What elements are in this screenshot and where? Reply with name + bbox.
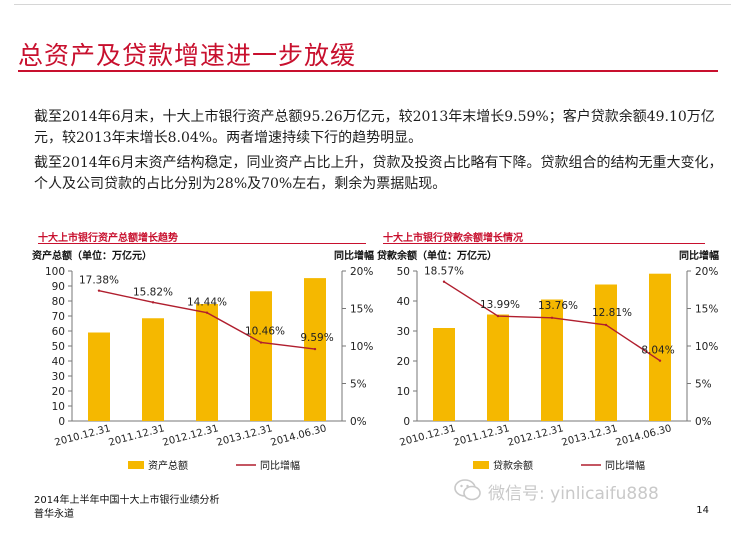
footer-company: 普华永道 — [34, 509, 74, 520]
chart-2-title-rule — [383, 243, 705, 244]
summary-paragraph-2: 截至2014年6月末资产结构稳定，同业资产占比上升，贷款及投资占比略有下降。贷款… — [34, 155, 723, 192]
chart-1-title-rule — [38, 243, 366, 244]
growth-point — [259, 341, 263, 344]
y2-tick-label: 5% — [695, 379, 712, 391]
growth-data-label: 18.57% — [424, 266, 464, 278]
y-tick-label: 40 — [397, 296, 410, 308]
page-number: 14 — [696, 505, 709, 516]
y2-tick-label: 5% — [350, 379, 367, 391]
legend-bar-label: 贷款余额 — [493, 459, 533, 472]
y2-tick-label: 0% — [695, 416, 712, 428]
growth-data-label: 13.99% — [480, 299, 520, 311]
y2-tick-label: 10% — [695, 341, 718, 353]
growth-data-label: 15.82% — [133, 286, 173, 298]
growth-point — [205, 311, 209, 314]
bar-2014.06.30 — [649, 273, 671, 421]
y-tick-label: 90 — [52, 281, 65, 293]
legend-line-label: 同比增幅 — [605, 459, 645, 472]
y2-tick-label: 20% — [350, 266, 373, 278]
legend-bar-label: 资产总额 — [148, 459, 188, 472]
growth-data-label: 13.76% — [538, 300, 578, 312]
y-tick-label: 70 — [52, 311, 65, 323]
slide-title: 总资产及贷款增速进一步放缓 — [18, 41, 357, 70]
y2-axis-title: 同比增幅 — [334, 249, 374, 262]
chart-1-title: 十大上市银行资产总额增长趋势 — [38, 233, 178, 244]
growth-point — [97, 289, 101, 292]
y-axis-title: 资产总额（单位：万亿元） — [32, 249, 152, 262]
summary-paragraph-1: 截至2014年6月末，十大上市银行资产总额95.26万亿元，较2013年末增长9… — [34, 109, 715, 146]
y-tick-label: 80 — [52, 296, 65, 308]
chart-1-asset-total: 资产总额（单位：万亿元） 同比增幅 0 10 20 30 40 50 60 70 80 90 100 0%… — [32, 249, 374, 472]
growth-data-label: 14.44% — [187, 297, 227, 309]
y-tick-label: 40 — [52, 356, 65, 368]
x-tick-label: 2014.06.30 — [270, 423, 328, 448]
growth-data-label: 9.59% — [300, 332, 333, 344]
x-tick-label: 2012.12.31 — [507, 423, 565, 448]
legend-bar-swatch — [128, 461, 144, 469]
y-tick-label: 50 — [397, 266, 410, 278]
growth-point — [604, 323, 608, 327]
top-divider — [14, 4, 731, 5]
growth-data-label: 8.04% — [641, 345, 674, 357]
y-tick-label: 20 — [397, 356, 410, 368]
growth-data-label: 12.81% — [592, 307, 632, 319]
x-tick-label: 2013.12.31 — [561, 423, 619, 448]
y2-tick-label: 15% — [350, 304, 373, 316]
y-axis-title: 贷款余额（单位：万亿元） — [376, 249, 497, 262]
x-tick-label: 2014.06.30 — [615, 423, 673, 448]
x-tick-label: 2013.12.31 — [216, 423, 274, 448]
bar-2010.12.31 — [433, 328, 455, 421]
y-tick-label: 30 — [397, 326, 410, 338]
bar-2013.12.31 — [250, 291, 272, 421]
y-tick-label: 0 — [58, 416, 65, 428]
growth-point — [313, 347, 317, 351]
title-underline — [18, 70, 718, 72]
watermark-text: 微信号: yinlicaifu888 — [488, 484, 659, 504]
y2-axis-title: 同比增幅 — [679, 249, 719, 262]
bar-2012.12.31 — [541, 299, 563, 421]
x-tick-label: 2011.12.31 — [453, 423, 511, 448]
growth-point — [658, 359, 662, 362]
bar-2012.12.31 — [196, 304, 218, 421]
y-tick-label: 0 — [403, 416, 410, 428]
y2-tick-label: 10% — [350, 341, 373, 353]
y-tick-label: 10 — [52, 401, 65, 413]
x-tick-label: 2012.12.31 — [162, 423, 220, 448]
footer-report-title: 2014年上半年中国十大上市银行业绩分析 — [34, 495, 220, 506]
y-tick-label: 60 — [52, 326, 65, 338]
y2-tick-label: 15% — [695, 304, 718, 316]
bar-2010.12.31 — [88, 332, 110, 421]
legend-line-label: 同比增幅 — [260, 459, 300, 472]
growth-data-label: 10.46% — [245, 326, 285, 338]
bar-2011.12.31 — [487, 314, 509, 421]
chart-2-title: 十大上市银行贷款余额增长情况 — [383, 233, 523, 244]
y-tick-label: 50 — [52, 341, 65, 353]
growth-point — [496, 314, 500, 318]
bar-2013.12.31 — [595, 284, 617, 421]
y2-tick-label: 20% — [695, 266, 718, 278]
wechat-icon — [454, 479, 481, 501]
x-tick-label: 2011.12.31 — [108, 423, 166, 448]
y-tick-label: 10 — [397, 386, 410, 398]
y2-tick-label: 0% — [350, 416, 367, 428]
y-tick-label: 100 — [45, 266, 65, 278]
y-tick-label: 30 — [52, 371, 65, 383]
y-tick-label: 20 — [52, 386, 65, 398]
growth-point — [550, 316, 554, 319]
chart-2-loan-balance: 贷款余额（单位：万亿元） 同比增幅 0 10 20 30 40 50 0% 5% 10% 15% 20%… — [376, 249, 719, 472]
growth-data-label: 17.38% — [79, 275, 119, 287]
legend-bar-swatch — [473, 461, 489, 469]
growth-point — [151, 301, 155, 304]
growth-point — [442, 280, 446, 283]
bar-2011.12.31 — [142, 318, 164, 421]
